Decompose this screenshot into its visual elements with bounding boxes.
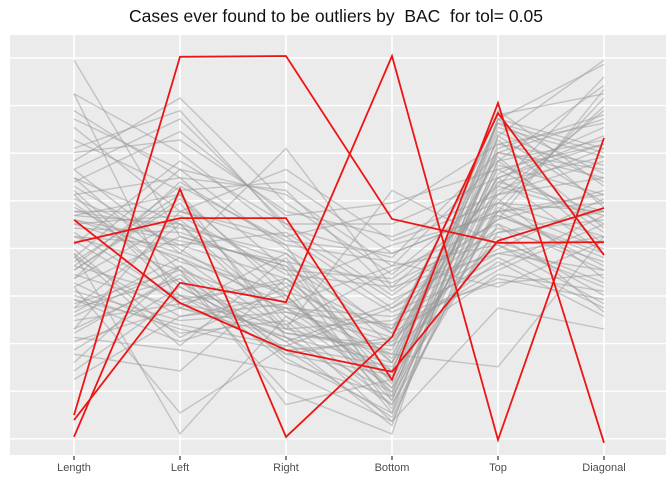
- parcoord-line-normal: [73, 59, 605, 402]
- parcoord-line-normal: [73, 223, 605, 406]
- axis-label-diagonal: Diagonal: [582, 462, 626, 474]
- axis-label-bottom: Bottom: [374, 462, 410, 474]
- parcoord-line-outlier: [73, 53, 605, 443]
- parcoord-line-normal: [73, 147, 605, 289]
- parcoord-line-normal: [73, 122, 605, 330]
- parcoord-line-normal: [73, 227, 605, 351]
- parcoord-line-normal: [73, 260, 605, 372]
- parcoord-line-normal: [73, 93, 605, 364]
- parcoord-line-normal: [73, 130, 605, 217]
- parcoord-line-normal: [73, 63, 605, 406]
- parcoord-line-normal: [73, 168, 605, 313]
- parcoord-line-normal: [73, 273, 605, 343]
- parcoord-line-outlier: [73, 207, 605, 373]
- parcoord-line-normal: [73, 84, 605, 267]
- axis-label-top: Top: [489, 462, 507, 474]
- parcoord-line-outlier: [73, 55, 605, 416]
- parcoord-line-normal: [73, 194, 605, 368]
- parcoord-line-normal: [73, 210, 605, 335]
- parcoord-line-normal: [73, 244, 605, 313]
- parcoord-line-normal: [73, 89, 605, 293]
- axis-label-left: Left: [170, 462, 190, 474]
- axis-label-right: Right: [273, 462, 299, 474]
- axis-label-length: Length: [57, 462, 91, 474]
- parcoord-line-normal: [73, 256, 605, 343]
- parcoord-line-normal: [73, 159, 605, 393]
- parcoord-line-normal: [73, 105, 605, 242]
- parcoord-line-outlier: [73, 111, 605, 439]
- parcoord-line-normal: [73, 189, 605, 331]
- parcoord-line-normal: [73, 252, 605, 414]
- chart-title: Cases ever found to be outliers by BAC f…: [129, 6, 543, 26]
- parcoord-line-normal: [73, 93, 605, 372]
- parcoord-line-normal: [73, 93, 605, 238]
- parcoord-line-normal: [73, 265, 605, 364]
- parcoord-line-outlier: [73, 100, 605, 444]
- parcoord-line-normal: [73, 177, 605, 280]
- parcoord-line-normal: [73, 76, 605, 276]
- parcoord-line-normal: [73, 210, 605, 436]
- parcoord-line-normal: [73, 185, 605, 267]
- parcoord-line-normal: [73, 197, 605, 288]
- parcoord-line-normal: [73, 307, 605, 423]
